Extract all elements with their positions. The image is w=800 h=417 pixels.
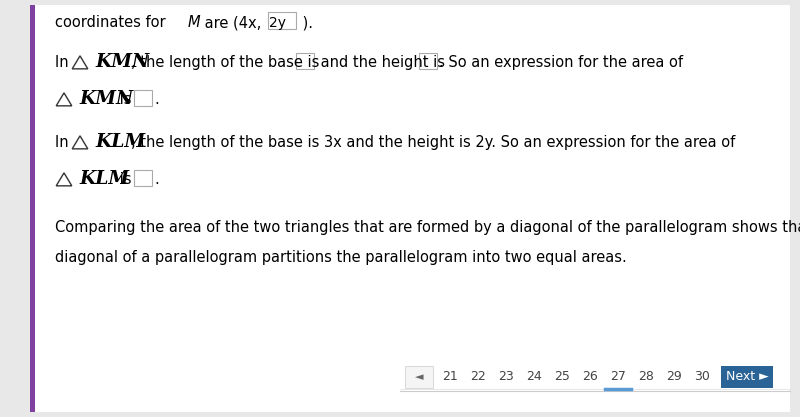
Text: 25: 25 <box>554 370 570 384</box>
Bar <box>721 366 773 388</box>
Bar <box>268 12 296 29</box>
Text: . So an expression for the area of: . So an expression for the area of <box>439 55 683 70</box>
Text: 23: 23 <box>498 370 514 384</box>
Text: M: M <box>188 15 201 30</box>
Text: coordinates for: coordinates for <box>55 15 170 30</box>
Text: and the height is: and the height is <box>316 55 450 70</box>
Text: is: is <box>115 172 136 187</box>
Bar <box>30 5 35 412</box>
Bar <box>134 170 152 186</box>
Text: Comparing the area of the two triangles that are formed by a diagonal of the par: Comparing the area of the two triangles … <box>55 220 800 235</box>
Text: 27: 27 <box>610 370 626 384</box>
Text: is: is <box>115 92 136 107</box>
Text: ).: ). <box>298 15 313 30</box>
Text: 22: 22 <box>470 370 486 384</box>
Text: diagonal of a parallelogram partitions the parallelogram into two equal areas.: diagonal of a parallelogram partitions t… <box>55 250 626 265</box>
Text: 21: 21 <box>442 370 458 384</box>
Bar <box>134 90 152 106</box>
Text: KLM: KLM <box>95 133 145 151</box>
Bar <box>296 53 314 69</box>
Text: , the length of the base is: , the length of the base is <box>131 55 324 70</box>
Text: Next ►: Next ► <box>726 370 768 384</box>
Bar <box>405 366 433 388</box>
Text: 26: 26 <box>582 370 598 384</box>
Text: 2y: 2y <box>269 16 286 30</box>
Text: .: . <box>154 92 158 107</box>
Text: KLM: KLM <box>79 170 129 188</box>
Text: In: In <box>55 55 74 70</box>
Text: are (4x,: are (4x, <box>200 15 266 30</box>
Text: .: . <box>154 172 158 187</box>
Text: , the length of the base is 3x and the height is 2y. So an expression for the ar: , the length of the base is 3x and the h… <box>131 135 735 150</box>
Text: In: In <box>55 135 74 150</box>
Text: 30: 30 <box>694 370 710 384</box>
Text: 24: 24 <box>526 370 542 384</box>
Text: KMN: KMN <box>95 53 149 71</box>
Text: 28: 28 <box>638 370 654 384</box>
Bar <box>419 53 437 69</box>
Text: KMN: KMN <box>79 90 133 108</box>
Text: ◄: ◄ <box>414 372 423 382</box>
Text: 29: 29 <box>666 370 682 384</box>
